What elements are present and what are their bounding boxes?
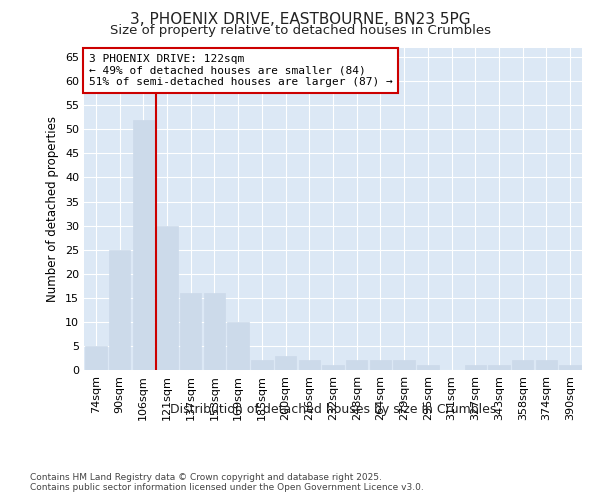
Bar	[85, 346, 107, 370]
Bar	[204, 293, 225, 370]
Y-axis label: Number of detached properties: Number of detached properties	[46, 116, 59, 302]
Bar	[346, 360, 367, 370]
Bar	[464, 365, 486, 370]
Bar	[299, 360, 320, 370]
Bar	[394, 360, 415, 370]
Bar	[512, 360, 533, 370]
Bar	[133, 120, 154, 370]
Bar	[370, 360, 391, 370]
Bar	[157, 226, 178, 370]
Bar	[275, 356, 296, 370]
Bar	[417, 365, 439, 370]
Bar	[109, 250, 130, 370]
Bar	[251, 360, 272, 370]
Text: 3, PHOENIX DRIVE, EASTBOURNE, BN23 5PG: 3, PHOENIX DRIVE, EASTBOURNE, BN23 5PG	[130, 12, 470, 28]
Bar	[180, 293, 202, 370]
Text: Contains HM Land Registry data © Crown copyright and database right 2025.
Contai: Contains HM Land Registry data © Crown c…	[30, 472, 424, 492]
Bar	[488, 365, 509, 370]
Bar	[227, 322, 249, 370]
Bar	[322, 365, 344, 370]
Text: 3 PHOENIX DRIVE: 122sqm
← 49% of detached houses are smaller (84)
51% of semi-de: 3 PHOENIX DRIVE: 122sqm ← 49% of detache…	[89, 54, 393, 87]
Text: Distribution of detached houses by size in Crumbles: Distribution of detached houses by size …	[170, 402, 496, 415]
Bar	[536, 360, 557, 370]
Text: Size of property relative to detached houses in Crumbles: Size of property relative to detached ho…	[110, 24, 491, 37]
Bar	[559, 365, 581, 370]
